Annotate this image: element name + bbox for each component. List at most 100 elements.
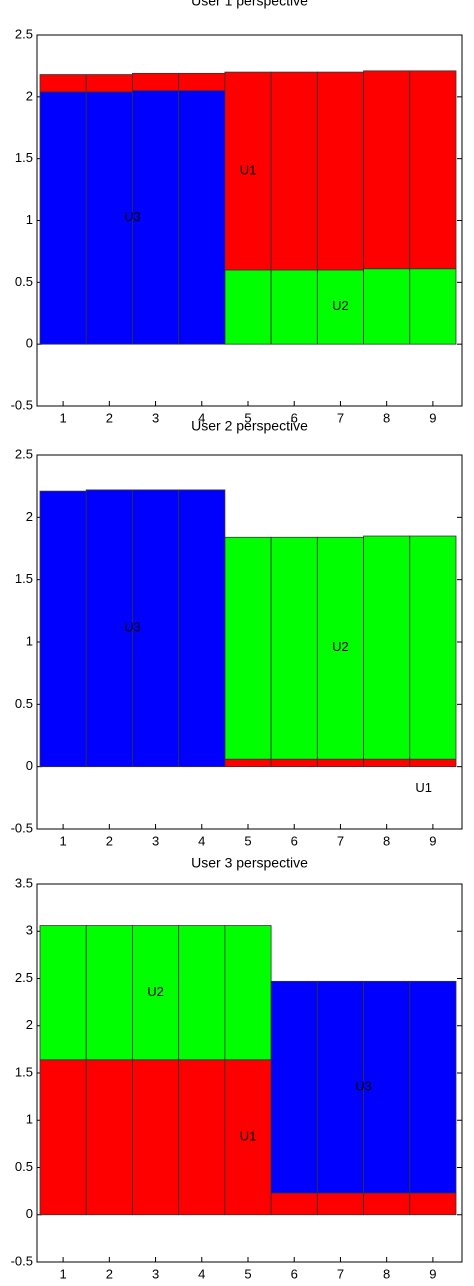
x-tick-label: 2: [106, 410, 113, 425]
bar-segment: [39, 91, 87, 345]
bar-segment: [363, 268, 411, 345]
bar-segment: [224, 536, 272, 760]
x-tick-label: 7: [337, 1266, 344, 1281]
bar-segment: [363, 70, 411, 270]
x-tick-label: 1: [59, 410, 66, 425]
bar-segment: [316, 980, 364, 1194]
y-tick-label: -0.5: [11, 397, 33, 412]
series-label: U2: [147, 984, 164, 999]
bar-segment: [132, 90, 180, 345]
bar-segment: [270, 536, 318, 760]
series-label: U3: [124, 620, 141, 635]
x-tick-label: 4: [198, 833, 205, 848]
x-tick-label: 4: [198, 1266, 205, 1281]
x-tick-label: 9: [429, 410, 436, 425]
bar-segment: [316, 758, 364, 768]
bar-segment: [178, 1059, 226, 1216]
chart-title: User 2 perspective: [191, 418, 308, 434]
series-label: U3: [355, 1079, 372, 1094]
x-tick-label: 5: [244, 833, 251, 848]
bar-segment: [39, 1059, 87, 1216]
x-tick-label: 6: [291, 410, 298, 425]
y-tick-label: 1.5: [15, 150, 33, 165]
bar-segment: [363, 535, 411, 760]
x-tick-label: 6: [291, 1266, 298, 1281]
y-tick-label: 0.5: [15, 274, 33, 289]
bar-segment: [132, 1059, 180, 1216]
x-tick-label: 6: [291, 833, 298, 848]
bar-segment: [85, 74, 133, 93]
series-label: U1: [240, 1129, 257, 1144]
bar-segment: [178, 72, 226, 92]
y-tick-label: 0: [26, 336, 33, 351]
x-tick-label: 8: [383, 1266, 390, 1281]
x-tick-label: 2: [106, 1266, 113, 1281]
series-label: U1: [415, 780, 432, 795]
axes-box: [36, 883, 463, 1263]
bar-segment: [39, 925, 87, 1061]
x-tick-label: 4: [198, 410, 205, 425]
y-tick-label: 3: [26, 923, 33, 938]
bar-segment: [409, 535, 457, 760]
bar-segment: [85, 925, 133, 1061]
bar-segment: [224, 758, 272, 768]
y-tick-label: 0.5: [15, 1159, 33, 1174]
bar-segment: [224, 1059, 272, 1216]
bar-segment: [363, 758, 411, 768]
axes-box: [36, 34, 463, 407]
bar-segment: [85, 1059, 133, 1216]
bar-segment: [132, 489, 180, 768]
x-tick-label: 8: [383, 833, 390, 848]
bar-segment: [409, 268, 457, 345]
bar-segment: [85, 489, 133, 768]
bar-segment: [409, 758, 457, 768]
y-tick-label: 2: [26, 509, 33, 524]
x-tick-label: 7: [337, 410, 344, 425]
x-tick-label: 5: [244, 410, 251, 425]
y-tick-label: 0: [26, 1206, 33, 1221]
bar-segment: [270, 1192, 318, 1216]
y-tick-label: 1.5: [15, 571, 33, 586]
bar-segment: [270, 758, 318, 768]
bar-segment: [132, 925, 180, 1061]
bar-segment: [39, 490, 87, 768]
y-tick-label: -0.5: [11, 820, 33, 835]
bar-segment: [316, 1192, 364, 1216]
series-label: U3: [124, 209, 141, 224]
x-tick-label: 3: [152, 833, 159, 848]
chart-title: User 1 perspective: [191, 0, 308, 9]
x-tick-label: 3: [152, 410, 159, 425]
bar-segment: [409, 980, 457, 1194]
y-tick-label: 2.5: [15, 446, 33, 461]
x-tick-label: 5: [244, 1266, 251, 1281]
x-tick-label: 9: [429, 1266, 436, 1281]
y-tick-label: 2.5: [15, 970, 33, 985]
bar-segment: [178, 489, 226, 768]
series-label: U2: [332, 639, 349, 654]
y-tick-label: 1.5: [15, 1064, 33, 1079]
x-tick-label: 8: [383, 410, 390, 425]
bar-segment: [270, 71, 318, 271]
y-tick-label: 1: [26, 633, 33, 648]
series-label: U1: [240, 162, 257, 177]
bar-segment: [363, 980, 411, 1194]
y-tick-label: -0.5: [11, 1253, 33, 1268]
y-tick-label: 2: [26, 88, 33, 103]
series-label: U2: [332, 298, 349, 313]
bar-segment: [224, 925, 272, 1061]
x-tick-label: 2: [106, 833, 113, 848]
y-tick-label: 0: [26, 758, 33, 773]
y-tick-label: 1: [26, 1112, 33, 1127]
x-tick-label: 1: [59, 833, 66, 848]
y-tick-label: 0.5: [15, 696, 33, 711]
bar-segment: [224, 269, 272, 345]
bar-segment: [132, 72, 180, 92]
bar-segment: [270, 980, 318, 1194]
axes-box: [36, 454, 463, 830]
bar-segment: [409, 70, 457, 270]
bar-segment: [409, 1192, 457, 1216]
x-tick-label: 3: [152, 1266, 159, 1281]
y-tick-label: 3.5: [15, 875, 33, 890]
x-tick-label: 1: [59, 1266, 66, 1281]
